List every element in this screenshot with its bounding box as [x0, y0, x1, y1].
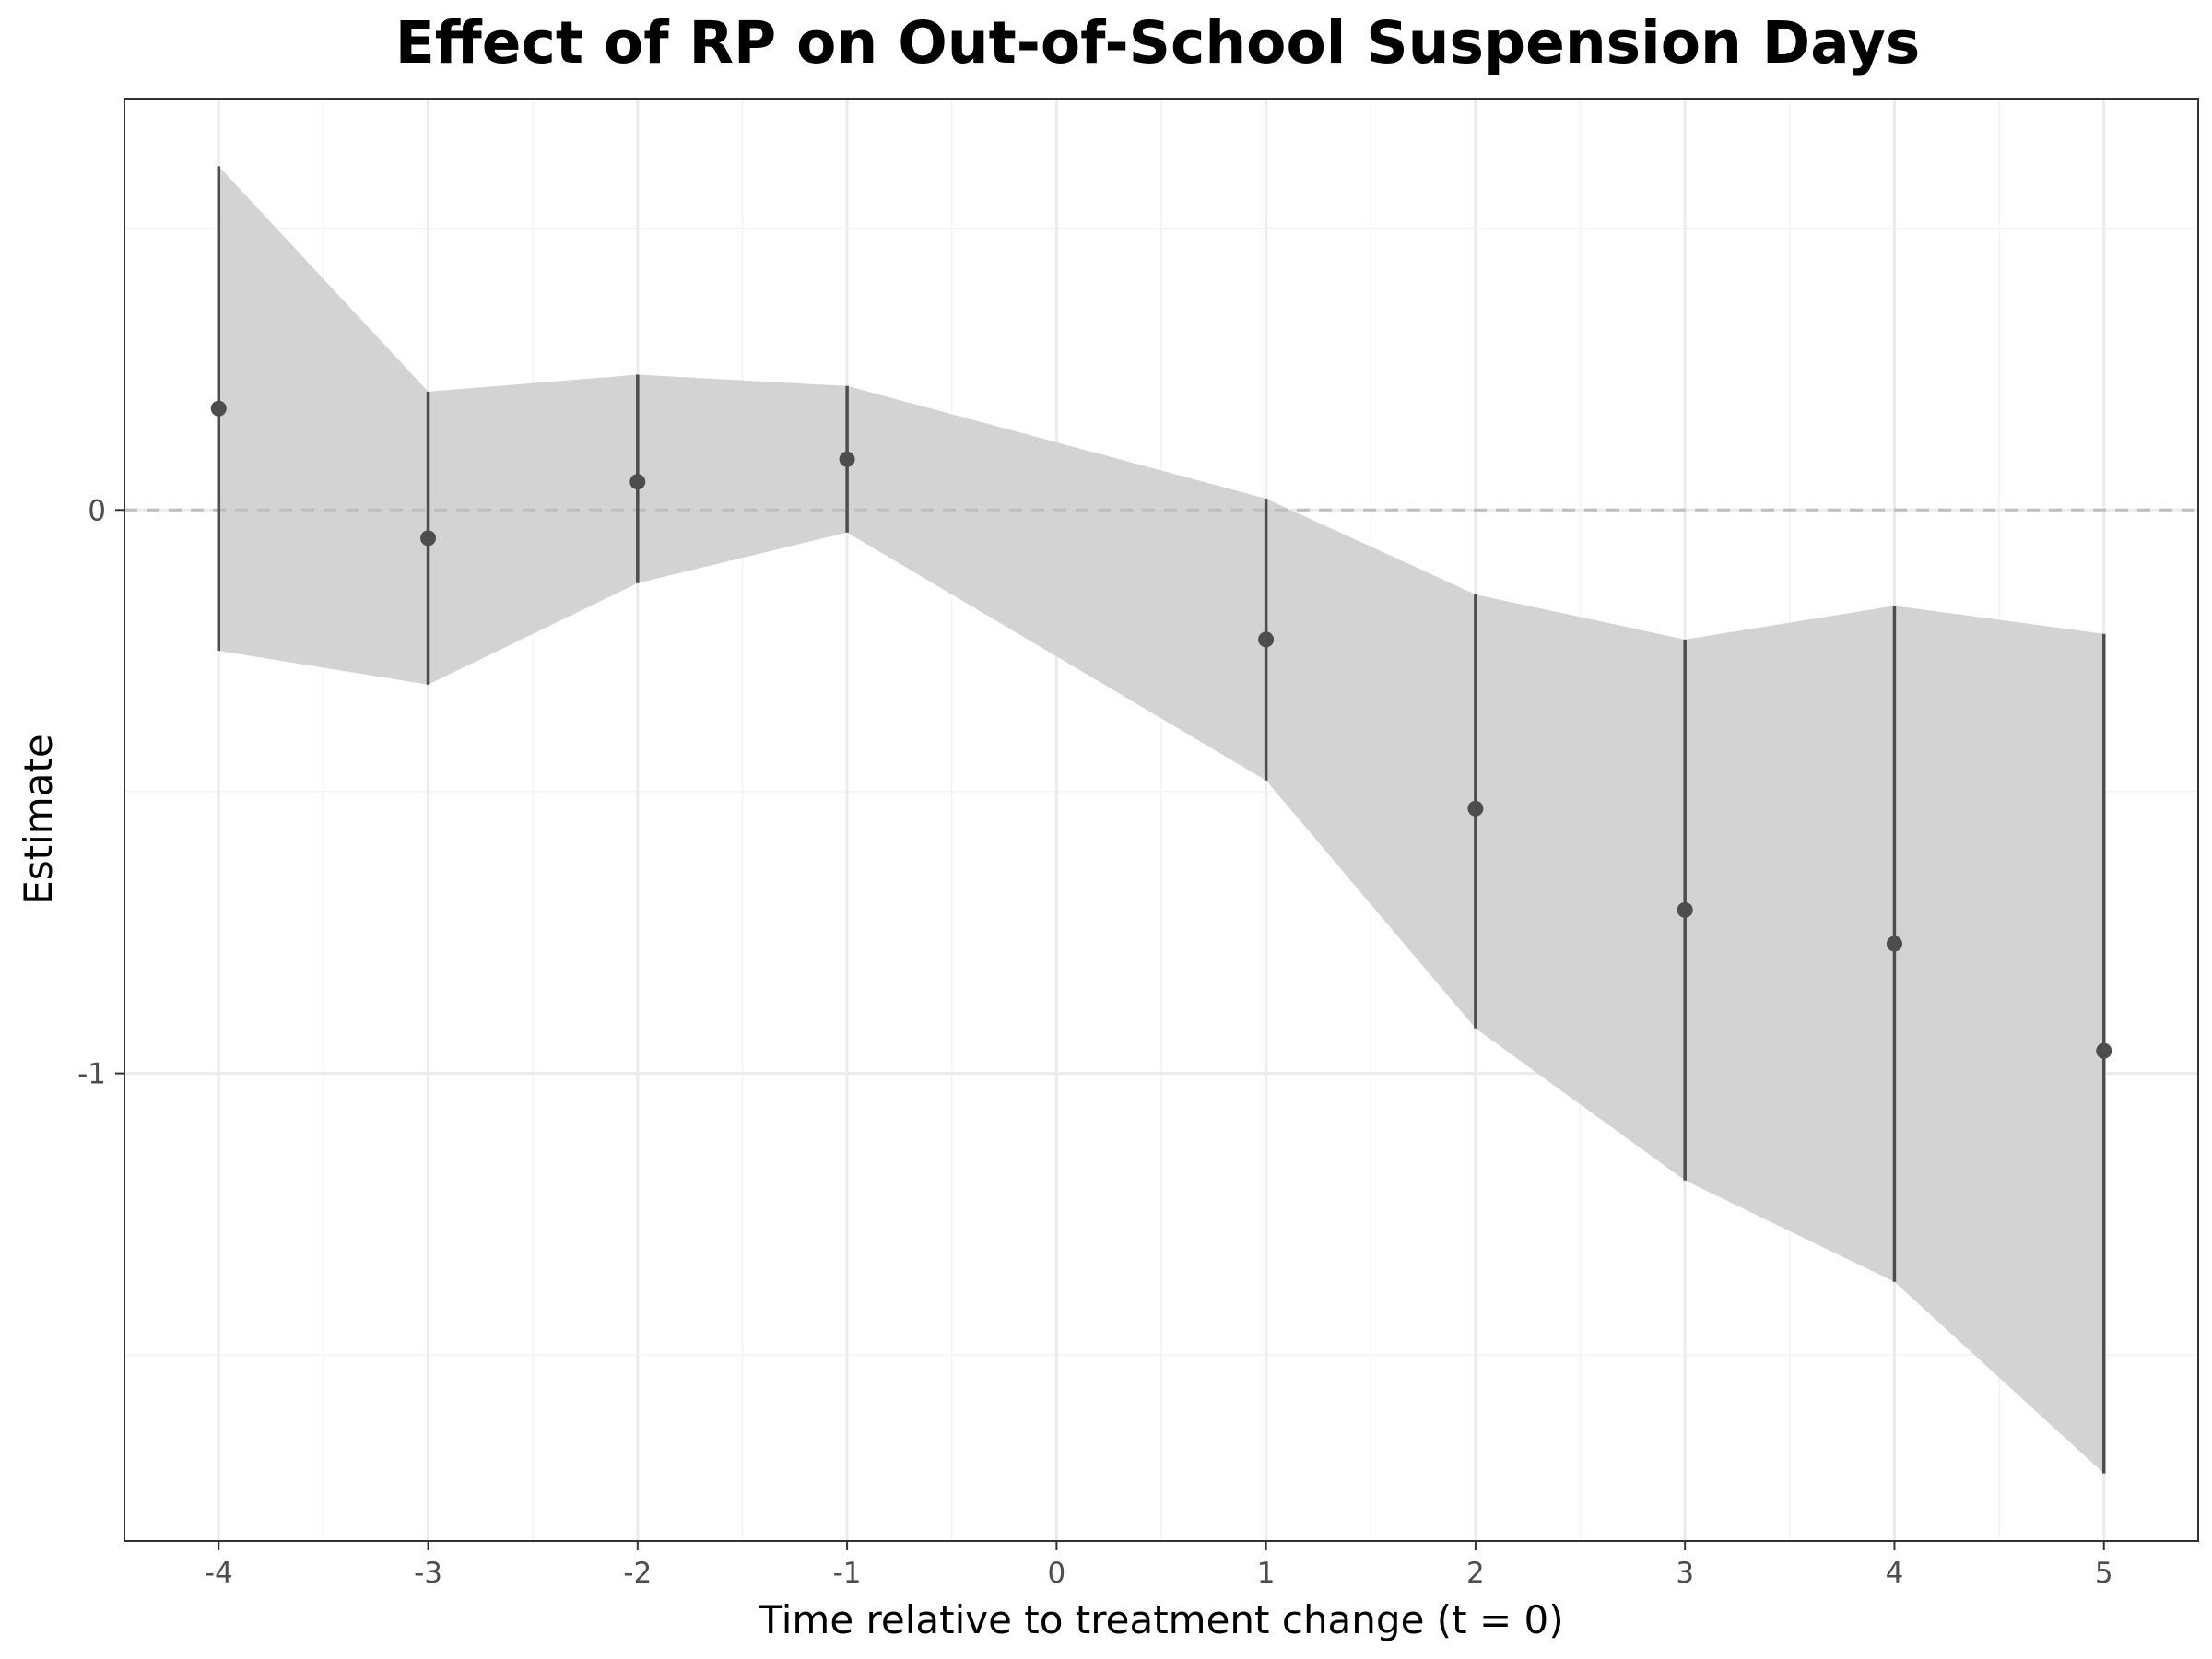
x-tick-label: -2: [623, 1557, 652, 1590]
estimate-point: [1677, 901, 1693, 918]
estimate-point: [210, 400, 227, 417]
x-tick-label: 4: [1886, 1557, 1904, 1590]
estimate-point: [1258, 631, 1275, 648]
x-tick-label: 2: [1466, 1557, 1485, 1590]
y-tick-label: -1: [77, 1058, 106, 1091]
estimate-point: [2096, 1042, 2112, 1059]
x-tick-label: 1: [1257, 1557, 1276, 1590]
x-tick-label: 3: [1676, 1557, 1694, 1590]
x-tick-label: -4: [205, 1557, 233, 1590]
estimate-point: [420, 530, 437, 547]
x-tick-label: -3: [414, 1557, 442, 1590]
estimate-point: [1886, 935, 1902, 952]
y-tick-label: 0: [88, 494, 106, 527]
y-axis-title: Estimate: [16, 734, 61, 905]
chart-title: Effect of RP on Out-of-School Suspension…: [395, 9, 1921, 76]
x-tick-label: -1: [833, 1557, 862, 1590]
estimate-point: [839, 451, 855, 467]
plot-panel-border: [124, 98, 2199, 1542]
estimate-points: [210, 400, 2112, 1059]
x-tick-label: 0: [1047, 1557, 1065, 1590]
confidence-ribbon: [218, 166, 2104, 1474]
y-axis-ticks: 0 -1: [77, 494, 124, 1091]
x-tick-label: 5: [2095, 1557, 2113, 1590]
estimate-point: [1467, 800, 1484, 817]
x-axis-ticks: -4 -3 -2 -1 0 1 2 3 4 5: [205, 1541, 2113, 1590]
estimate-point: [629, 474, 646, 490]
x-axis-title: Time relative to treatment change (t = 0…: [758, 1597, 1563, 1642]
